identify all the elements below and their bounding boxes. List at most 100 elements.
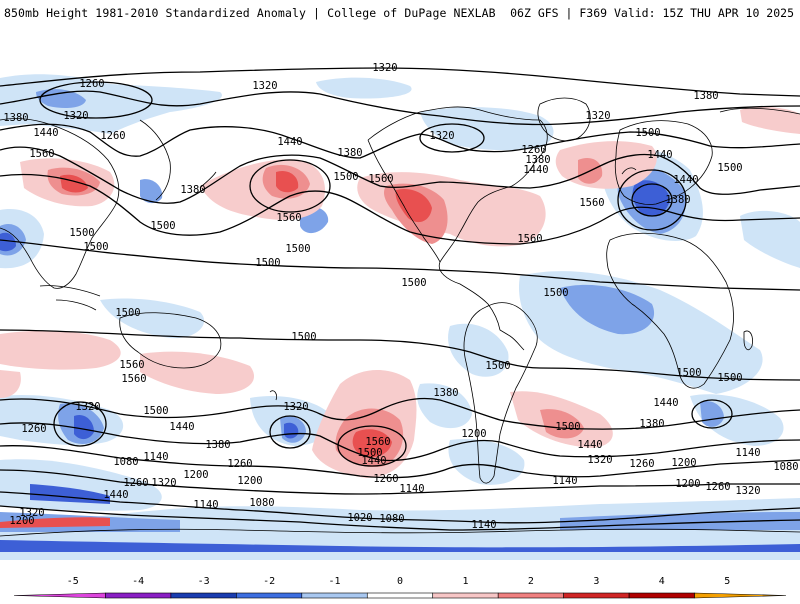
contour-label: 1380 xyxy=(3,112,28,124)
contour-label: 1080 xyxy=(379,513,404,525)
contour-label: 1500 xyxy=(555,421,580,433)
height-contours xyxy=(0,67,800,531)
contour-label: 1380 xyxy=(693,90,718,102)
contour-label: 1440 xyxy=(523,164,548,176)
contour-label: 1200 xyxy=(461,428,486,440)
colorbar-tick-label: 0 xyxy=(397,576,403,587)
contour-label: 1440 xyxy=(647,149,672,161)
anomaly-colorbar: -5 -4 -3 -2 -1 0 1 2 3 4 5 xyxy=(0,572,800,600)
page-title: 850mb Height 1981-2010 Standardized Anom… xyxy=(4,6,496,20)
contour-label: 1320 xyxy=(19,507,44,519)
contour-label: 1320 xyxy=(587,454,612,466)
contour-label: 1380 xyxy=(639,418,664,430)
contour-label: 1440 xyxy=(103,489,128,501)
contour-labels: 1320 1260 1320 1380 1380 1320 1320 1440 1260 1320… xyxy=(3,62,798,531)
colorbar-segment xyxy=(628,592,695,599)
contour-label: 1140 xyxy=(471,519,496,531)
contour-label: 1320 xyxy=(75,401,100,413)
contour-label: 1320 xyxy=(429,130,454,142)
colorbar-tick-label: 3 xyxy=(593,576,599,587)
anomaly-map: 1320 1260 1320 1380 1380 1320 1320 1440 1260 1320… xyxy=(0,40,800,560)
colorbar-tick-label: 2 xyxy=(528,576,534,587)
contour-label: 1560 xyxy=(121,373,146,385)
colorbar-segment xyxy=(105,592,172,599)
contour-label: 1260 xyxy=(373,473,398,485)
contour-label: 1140 xyxy=(399,483,424,495)
contour-label: 1140 xyxy=(735,447,760,459)
contour-label: 1500 xyxy=(485,360,510,372)
colorbar-segment xyxy=(694,592,787,599)
colorbar-segment xyxy=(236,592,303,599)
colorbar-segment xyxy=(497,592,564,599)
contour-label: 1560 xyxy=(276,212,301,224)
contour-label: 1380 xyxy=(665,194,690,206)
contour-label: 1440 xyxy=(169,421,194,433)
colorbar-segment xyxy=(13,592,106,599)
contour-label: 1500 xyxy=(83,241,108,253)
contour-label: 1440 xyxy=(33,127,58,139)
contour-label: 1500 xyxy=(150,220,175,232)
contour-label: 1380 xyxy=(180,184,205,196)
contour-label: 1320 xyxy=(283,401,308,413)
contour-label: 1320 xyxy=(585,110,610,122)
contour-label: 1380 xyxy=(337,147,362,159)
contour-label: 1320 xyxy=(735,485,760,497)
contour-label: 1560 xyxy=(517,233,542,245)
contour-label: 1380 xyxy=(205,439,230,451)
contour-label: 1500 xyxy=(255,257,280,269)
colorbar-segment xyxy=(563,592,630,599)
contour-label: 1500 xyxy=(717,162,742,174)
colorbar-tick-label: -2 xyxy=(263,576,275,587)
contour-label: 1320 xyxy=(63,110,88,122)
colorbar-segments xyxy=(13,592,787,599)
contour-label: 1560 xyxy=(365,436,390,448)
contour-label: 1260 xyxy=(521,144,546,156)
contour-label: 1440 xyxy=(361,455,386,467)
contour-label: 1380 xyxy=(525,154,550,166)
colorbar-tick-label: -5 xyxy=(67,576,79,587)
colorbar-tick-label: 4 xyxy=(659,576,665,587)
colorbar-segment xyxy=(170,592,237,599)
contour-label: 1500 xyxy=(115,307,140,319)
contour-label: 1560 xyxy=(579,197,604,209)
contour-label: 1500 xyxy=(717,372,742,384)
contour-label: 1200 xyxy=(183,469,208,481)
contour-label: 1200 xyxy=(675,478,700,490)
contour-label: 1500 xyxy=(543,287,568,299)
contour-label: 1500 xyxy=(285,243,310,255)
contour-label: 1200 xyxy=(237,475,262,487)
colorbar-ticks: -5 -4 -3 -2 -1 0 1 2 3 4 5 xyxy=(67,576,731,587)
contour-label: 1440 xyxy=(673,174,698,186)
colorbar-tick-label: 5 xyxy=(724,576,730,587)
colorbar-tick-label: -4 xyxy=(132,576,144,587)
contour-label: 1140 xyxy=(552,475,577,487)
model-run-info: 06Z GFS | F369 Valid: 15Z THU APR 10 202… xyxy=(510,6,794,20)
contour-label: 1440 xyxy=(653,397,678,409)
contour-label: 1500 xyxy=(143,405,168,417)
contour-label: 1440 xyxy=(577,439,602,451)
contour-label: 1260 xyxy=(100,130,125,142)
coastlines xyxy=(0,97,800,537)
contour-label: 1140 xyxy=(193,499,218,511)
contour-label: 1080 xyxy=(113,456,138,468)
contour-label: 1260 xyxy=(79,78,104,90)
colorbar-tick-label: -1 xyxy=(329,576,341,587)
contour-label: 1500 xyxy=(69,227,94,239)
contour-label: 1260 xyxy=(705,481,730,493)
contour-label: 1560 xyxy=(368,173,393,185)
contour-label: 1020 xyxy=(347,512,372,524)
contour-label: 1320 xyxy=(372,62,397,74)
contour-label: 1500 xyxy=(635,127,660,139)
contour-label: 1500 xyxy=(676,367,701,379)
contour-label: 1260 xyxy=(21,423,46,435)
contour-label: 1260 xyxy=(629,458,654,470)
contour-label: 1140 xyxy=(143,451,168,463)
contour-label: 1560 xyxy=(29,148,54,160)
colorbar-tick-label: 1 xyxy=(462,576,468,587)
colorbar-tick-label: -3 xyxy=(198,576,210,587)
contour-label: 1560 xyxy=(119,359,144,371)
contour-label: 1320 xyxy=(252,80,277,92)
colorbar-segment xyxy=(366,592,434,599)
colorbar-segment xyxy=(432,592,499,599)
contour-label: 1080 xyxy=(249,497,274,509)
